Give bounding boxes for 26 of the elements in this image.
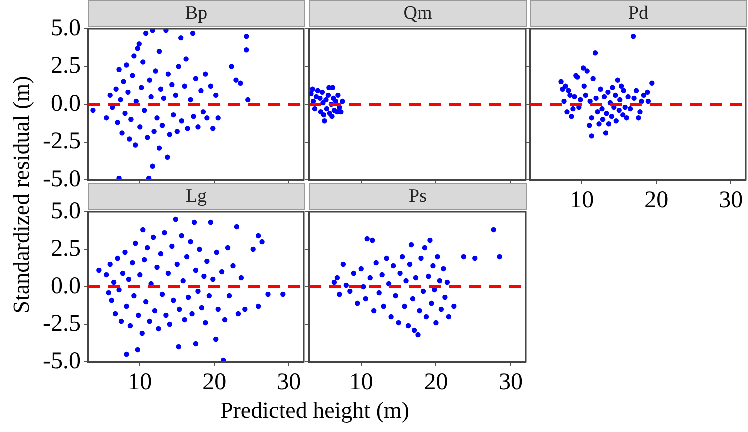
y-tick-label: -5.0 [43, 348, 81, 374]
y-tick-label: -5.0 [43, 166, 81, 192]
chart-title: Lg [88, 183, 305, 210]
chart-title: Ps [309, 183, 527, 210]
y-tick-label: 0.0 [51, 90, 81, 117]
x-tick-label: 20 [202, 370, 227, 396]
y-tick-label: -2.5 [43, 310, 81, 337]
y-tick-label: 5.0 [51, 198, 81, 224]
x-tick-label: 10 [128, 370, 152, 396]
x-axis-title: Predicted height (m) [219, 397, 411, 425]
x-tick-label: 10 [349, 370, 374, 396]
y-axis-title: Standardized residual (m) [8, 75, 35, 316]
x-tick-label: 20 [644, 188, 669, 214]
y-tick-label: 0.0 [51, 273, 81, 300]
chart-title: Pd [530, 0, 747, 27]
y-tick-label: 5.0 [51, 15, 81, 42]
x-tick-label: 30 [719, 188, 744, 214]
y-tick-label: -2.5 [43, 128, 81, 155]
y-tick-label: 2.5 [51, 236, 81, 262]
chart-title: Bp [88, 0, 305, 27]
y-tick-label: 2.5 [51, 53, 81, 80]
x-tick-label: 10 [570, 188, 594, 214]
x-tick-label: 30 [277, 370, 302, 396]
x-tick-label: 20 [424, 370, 448, 396]
chart-title: Qm [309, 0, 527, 27]
x-tick-label: 30 [499, 370, 524, 396]
